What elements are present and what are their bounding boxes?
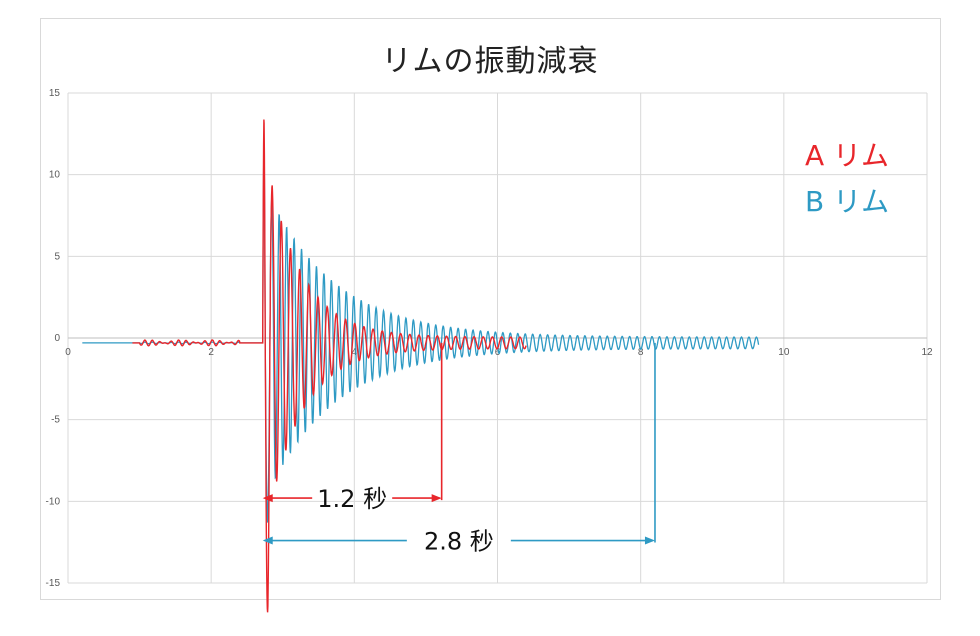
y-tick-label: 0 — [54, 333, 60, 344]
chart-title: リムの振動減衰 — [381, 44, 599, 79]
legend: A リム B リム — [805, 133, 889, 225]
tick-labels: 15 10 5 0 -5 -10 -15 0 2 4 6 8 10 12 — [46, 88, 933, 589]
y-tick-label: -5 — [51, 415, 60, 426]
x-tick-label: 0 — [65, 347, 71, 358]
annotation-label: 2.8 秒 — [424, 528, 494, 556]
x-tick-label: 6 — [495, 347, 501, 358]
y-tick-label: -15 — [46, 578, 61, 589]
legend-entry-a: A リム — [805, 133, 889, 179]
legend-entry-b: B リム — [805, 179, 889, 225]
annotation-label: 1.2 秒 — [317, 485, 387, 513]
legend-label-a: A リム — [805, 139, 890, 172]
x-tick-label: 4 — [352, 347, 358, 358]
series-lines — [82, 119, 760, 613]
y-tick-label: 5 — [54, 251, 60, 262]
arrow-head-right — [431, 494, 442, 503]
chart-frame — [40, 18, 941, 600]
arrow-head-left — [262, 536, 273, 545]
series-line-b — [82, 148, 760, 523]
arrow-head-right — [644, 536, 655, 545]
y-tick-label: 10 — [49, 170, 61, 181]
grid — [67, 92, 928, 584]
y-tick-label: -10 — [46, 496, 61, 507]
y-tick-label: 15 — [49, 88, 61, 99]
arrow-head-left — [262, 494, 273, 503]
x-tick-label: 8 — [638, 347, 644, 358]
x-tick-label: 12 — [921, 347, 933, 358]
x-tick-label: 10 — [778, 347, 790, 358]
annotations: 1.2 秒 2.8 秒 — [262, 342, 656, 556]
x-tick-label: 2 — [208, 347, 214, 358]
legend-label-b: B リム — [805, 185, 890, 218]
series-line-a — [132, 119, 527, 613]
